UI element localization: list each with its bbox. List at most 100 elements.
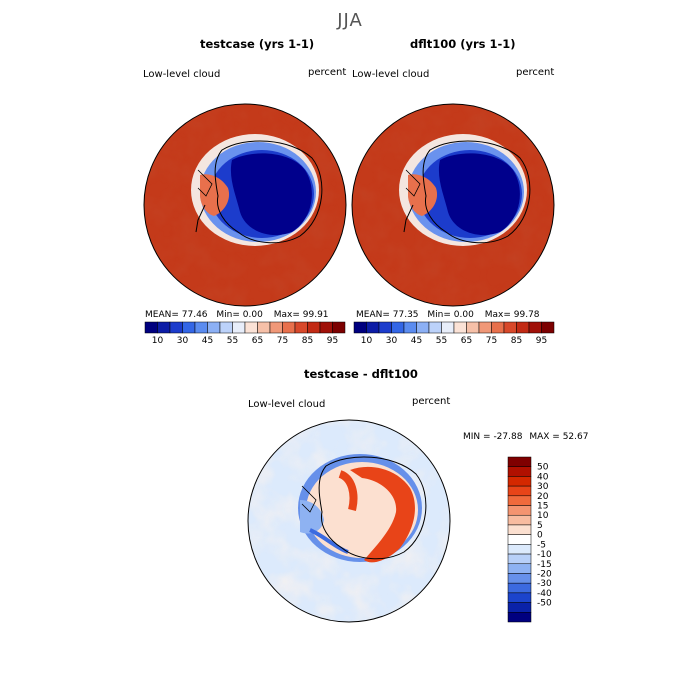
panel-2-colorbar-tick-label: 45 [411,336,422,346]
panel-2-map-border [351,103,555,307]
panel-3-colorbar-tick-label: 30 [537,482,549,492]
panel-3-min-label: MIN = [463,432,491,442]
panel-3-title: testcase - dflt100 [304,367,418,381]
panel-1-colorbar-swatch [219,321,233,334]
panel-1-colorbar-swatch [257,321,271,334]
panel-1-mean-value: 77.46 [181,310,208,320]
panel-1-map-border [143,103,347,307]
panel-3-colorbar-swatch [507,514,532,526]
panel-3-colorbar-swatch [507,456,532,467]
panel-2-min-label: Min= [427,310,451,320]
panel-1-colorbar-swatch [244,321,258,334]
panel-3-colorbar-swatch [507,505,532,516]
panel-2-colorbar-swatch [528,321,542,334]
panel-2-mean-label: MEAN= [356,310,390,320]
panel-2-colorbar-tick-label: 85 [511,336,522,346]
panel-1-colorbar-swatch [332,321,346,334]
panel-2-colorbar-tick-label: 65 [461,336,472,346]
panel-1-colorbar-swatch [169,321,183,334]
panel-3-colorbar-swatch [507,602,532,613]
panel-1-colorbar-swatch [194,321,208,334]
panel-2-variable-label: Low-level cloud [352,69,430,80]
panel-2-colorbar: 10 30 45 55 65 75 85 95 [353,321,555,346]
panel-1-colorbar-swatch [269,321,283,334]
panel-1-colorbar-swatch [319,321,333,334]
panel-3-colorbar-swatch [507,495,532,506]
panel-3-min-value: -27.88 [493,432,523,442]
panel-2-title: dflt100 (yrs 1-1) [410,37,516,51]
panel-3-colorbar-tick-label: 15 [537,502,548,512]
panel-2-colorbar-swatch [516,321,530,334]
panel-3-colorbar-swatch [507,563,532,574]
panel-3-colorbar-tick-label: -30 [537,579,552,589]
panel-3-colorbar-tick-label: -40 [537,589,552,599]
panel-2-colorbar-swatch [541,321,555,334]
panel-1-colorbar-tick-label: 10 [152,336,164,346]
panel-2-colorbar-swatch [428,321,442,334]
panel-1-colorbar-swatch [282,321,296,334]
panel-1-colorbar-swatch [182,321,196,334]
panel-3-colorbar-tick-label: -20 [537,569,552,579]
panel-3-colorbar-swatch [507,524,532,535]
season-title: JJA [337,10,363,31]
panel-3-colorbar-tick-label: 0 [537,531,543,541]
panel-3-variable-label: Low-level cloud [248,399,326,410]
panel-3-colorbar-tick-label: -10 [537,550,552,560]
panel-3-colorbar-tick-label: 20 [537,492,549,502]
panel-2-colorbar-tick-label: 95 [536,336,547,346]
panel-2-colorbar-swatch [353,321,367,334]
panel-2-colorbar-swatch [491,321,505,334]
panel-2-colorbar-swatch [503,321,517,334]
panel-1-colorbar-tick-label: 95 [327,336,338,346]
panel-3-map-border [247,419,451,623]
panel-1-units-label: percent [308,67,347,78]
panel-1-stats: MEAN= 77.46 Min= 0.00 Max= 99.91 [145,310,329,320]
panel-3-colorbar-tick-label: 50 [537,463,549,473]
panel-1-colorbar-tick-label: 85 [302,336,313,346]
panel-3-map [248,420,450,622]
panel-1-colorbar-swatch [157,321,171,334]
panel-1-colorbar: 10 30 45 55 65 75 85 95 [144,321,346,346]
panel-1-colorbar-tick-label: 45 [202,336,213,346]
panel-2-colorbar-tick-label: 30 [386,336,398,346]
panel-1-colorbar-tick-label: 75 [277,336,288,346]
panel-2-colorbar-tick-label: 10 [361,336,373,346]
panel-2-stats: MEAN= 77.35 Min= 0.00 Max= 99.78 [356,310,540,320]
panel-3-colorbar-swatch [507,553,532,565]
panel-2-map [352,104,554,306]
panel-3-colorbar-swatch [507,544,532,555]
panel-3-max-label: MAX = [529,432,560,442]
panel-1-title: testcase (yrs 1-1) [200,37,315,51]
panel-2-max-label: Max= [484,310,511,320]
panel-3-colorbar-tick-label: 10 [537,511,549,521]
panel-1-max-value: 99.91 [302,310,329,320]
panel-3-colorbar-tick-label: -50 [537,599,552,609]
panel-1-map [144,104,346,306]
panel-1-colorbar-swatch [207,321,221,334]
panel-1-colorbar-swatch [144,321,158,334]
panel-2-colorbar-swatch [453,321,467,334]
panel-3-colorbar-swatch [507,592,532,603]
panel-3-colorbar-tick-label: 5 [537,521,543,531]
panel-1-colorbar-swatch [232,321,246,334]
panel-2-colorbar-swatch [391,321,405,334]
panel-3-colorbar-tick-label: -5 [537,540,546,550]
panel-3-colorbar-swatch [507,573,532,584]
panel-1-colorbar-tick-label: 65 [252,336,263,346]
panel-3-colorbar-swatch [507,582,532,594]
panel-1-colorbar-tick-label: 30 [177,336,189,346]
panel-2-min-value: 0.00 [453,310,474,320]
panel-2-colorbar-swatch [478,321,492,334]
panel-2-colorbar-swatch [416,321,430,334]
panel-3-colorbar-swatch [507,476,532,487]
panel-3-colorbar-tick-label: -15 [537,560,552,570]
panel-1-colorbar-tick-label: 55 [227,336,238,346]
panel-2-mean-value: 77.35 [392,310,419,320]
panel-3-colorbar-swatch [507,466,532,477]
panel-2-units-label: percent [516,67,555,78]
panel-2-colorbar-swatch [441,321,455,334]
panel-2-colorbar-swatch [466,321,480,334]
